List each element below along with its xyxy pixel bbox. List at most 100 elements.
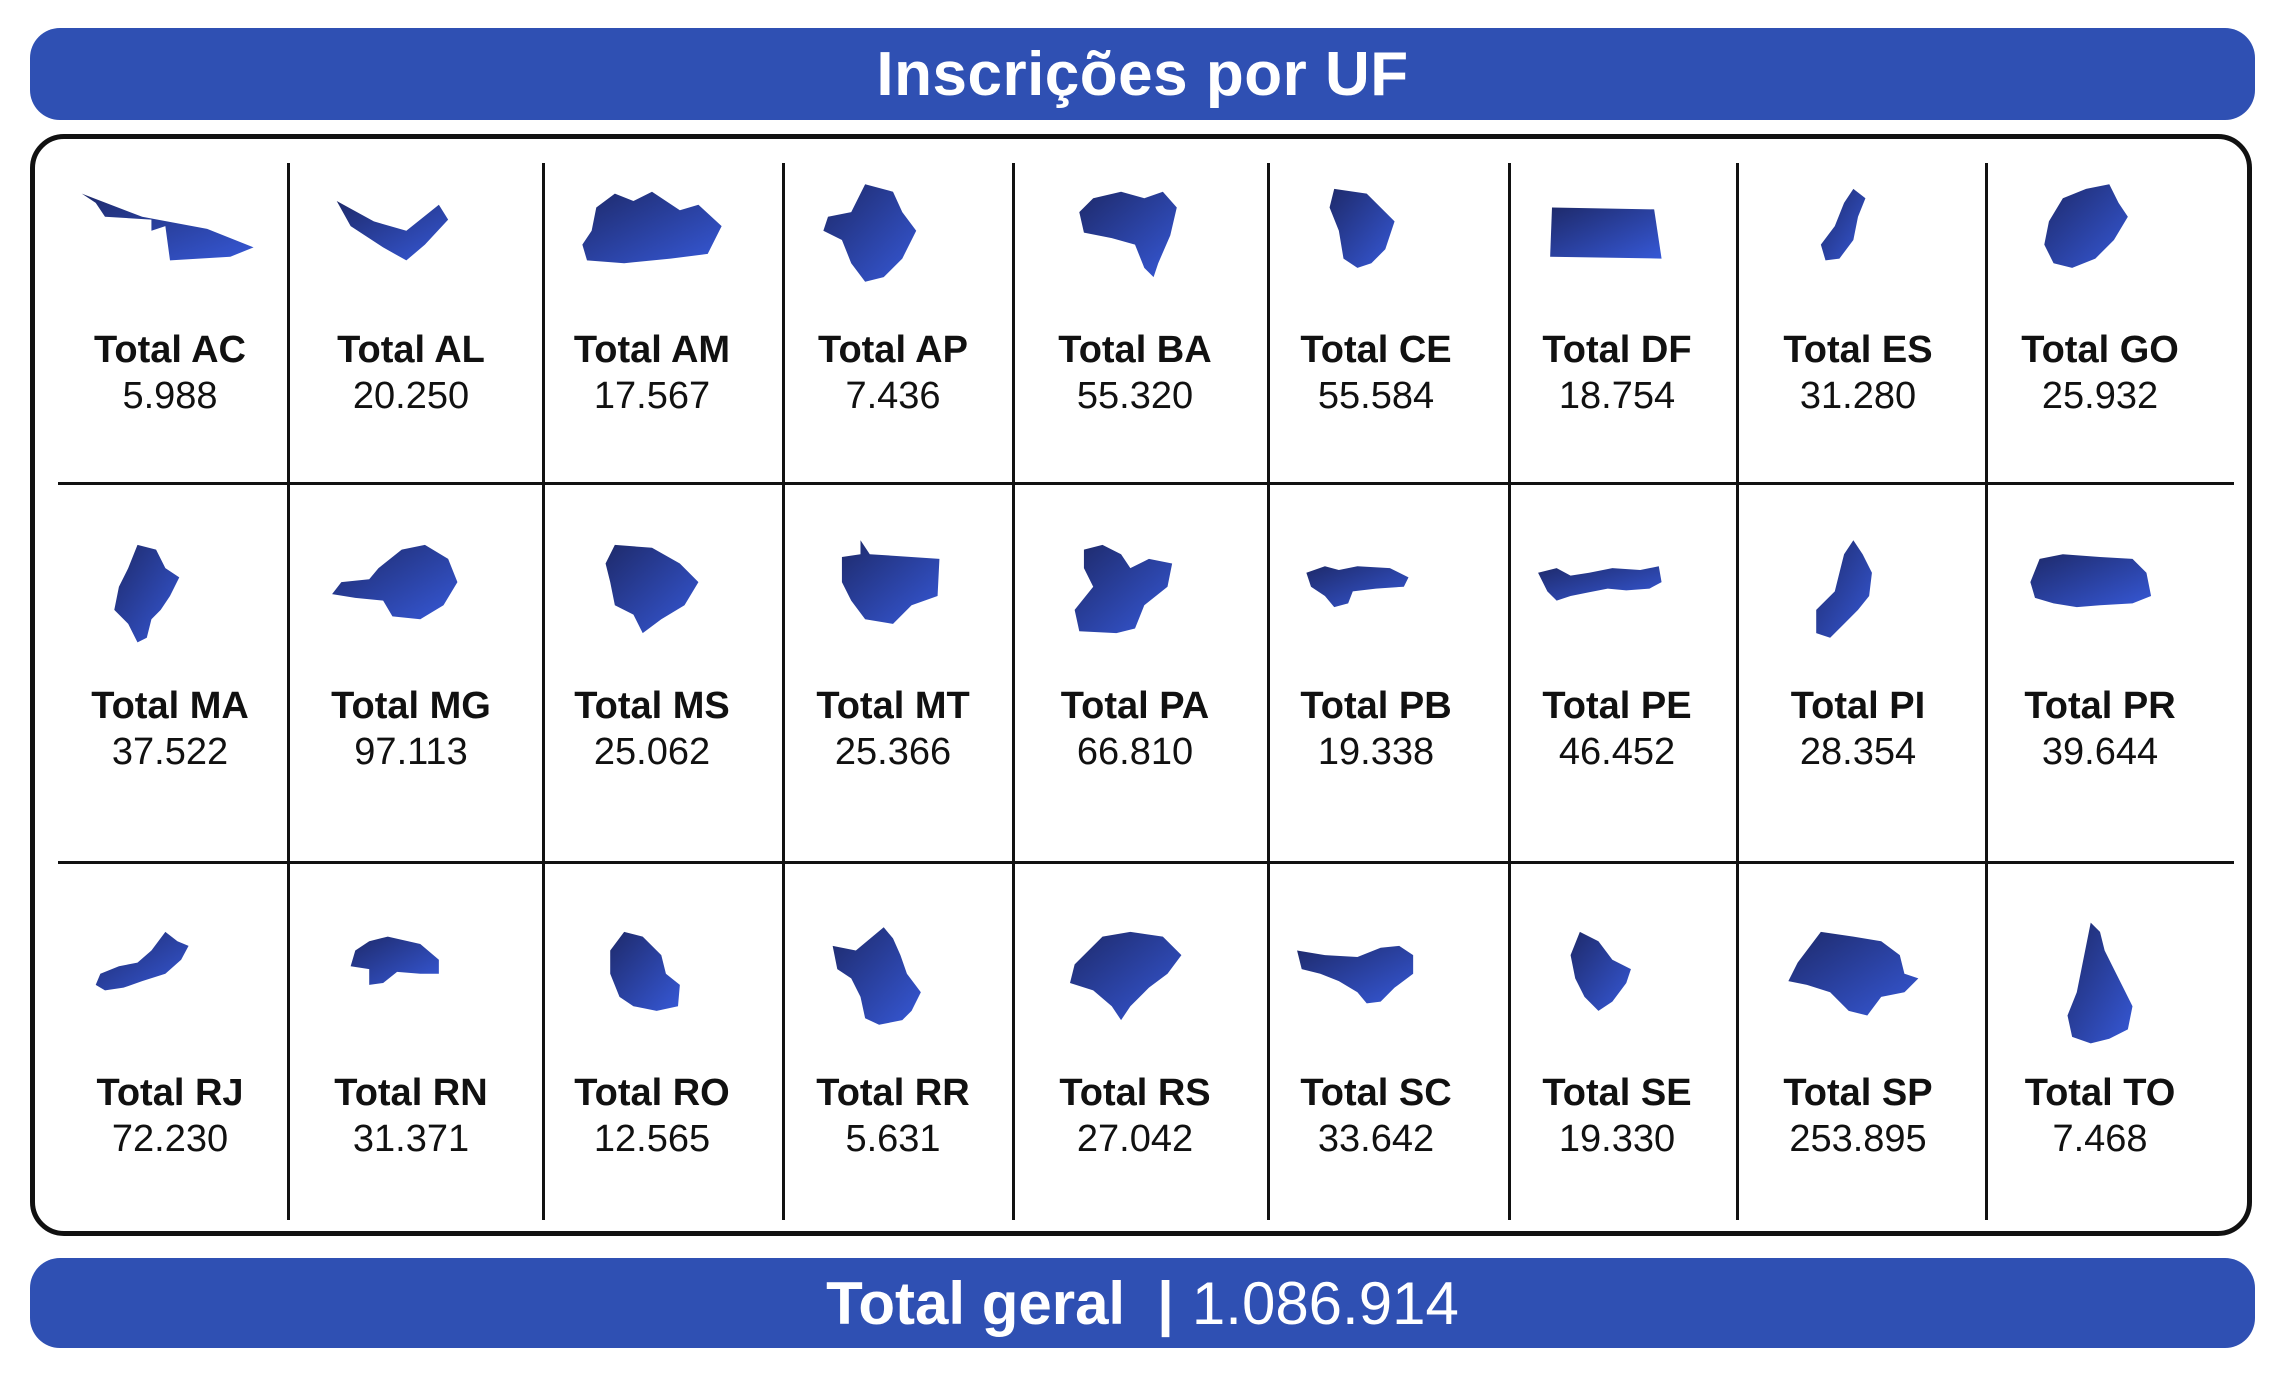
state-value: 20.250 [352,375,470,417]
state-cell: Total RR 5.631 [773,918,1013,1162]
pernambuco-map-icon [1538,566,1662,601]
state-value: 5.631 [845,1118,941,1160]
goias-map-icon-shape [2044,184,2128,268]
state-label: Total PR [2024,685,2176,727]
column-divider [1012,484,1015,863]
column-divider [287,863,290,1220]
paraiba-map-icon [1306,566,1409,608]
mato-grosso-do-sul-map-icon-shape [605,544,699,634]
rio-grande-do-norte-map-icon-shape [350,936,439,985]
state-label: Total PB [1300,685,1452,727]
states-grid [30,134,2252,1236]
state-value: 37.522 [111,731,229,773]
state-cell: Total TO 7.468 [1980,918,2220,1162]
bahia-map-icon [1079,191,1177,278]
total-separator: | [1157,1269,1174,1337]
state-label: Total RO [574,1072,730,1114]
column-divider [1736,163,1739,484]
row-divider [58,482,2234,485]
state-cell: Total RO 12.565 [532,918,772,1162]
column-divider [1985,863,1988,1220]
state-value: 7.436 [845,375,941,417]
page-title: Inscrições por UF [876,39,1409,109]
distrito-federal-map-icon-shape [1550,207,1662,259]
column-divider [1736,484,1739,863]
sao-paulo-map-icon [1788,931,1919,1016]
state-cell: Total AP 7.436 [773,175,1013,419]
state-label: Total SE [1542,1072,1692,1114]
para-map-icon [1074,544,1173,634]
state-label: Total AM [573,329,731,371]
amazonas-map-icon-shape [582,191,722,264]
state-value: 55.584 [1317,375,1435,417]
state-value: 17.567 [593,375,711,417]
tocantins-map-icon [2067,922,2133,1044]
column-divider [1267,863,1270,1220]
column-divider [782,484,785,863]
state-cell: Total GO 25.932 [1980,175,2220,419]
state-label: Total GO [2021,329,2179,371]
state-value: 31.371 [352,1118,470,1160]
column-divider [1012,163,1015,484]
espirito-santo-map-icon-shape [1820,188,1866,261]
maranhao-map-icon-shape [114,544,180,643]
piaui-map-icon-shape [1816,540,1872,638]
pernambuco-map-icon-shape [1538,566,1662,601]
acre-map-icon-shape [81,193,254,261]
state-label: Total AC [94,329,246,371]
state-cell: Total PI 28.354 [1738,531,1978,775]
state-label: Total MS [574,685,730,727]
state-label: Total CE [1300,329,1452,371]
piaui-map-icon [1816,540,1872,638]
total-banner: Total geral | 1.086.914 [30,1258,2255,1348]
rio-de-janeiro-map-icon-shape [95,931,189,991]
sao-paulo-map-icon-shape [1788,931,1919,1016]
maranhao-map-icon [114,544,180,643]
state-cell: Total PR 39.644 [1980,531,2220,775]
state-value: 33.642 [1317,1118,1435,1160]
state-value: 55.320 [1076,375,1194,417]
state-cell: Total MT 25.366 [773,531,1013,775]
column-divider [1508,484,1511,863]
rondonia-map-icon [610,931,680,1011]
state-value: 253.895 [1789,1118,1927,1160]
state-label: Total MT [816,685,970,727]
tocantins-map-icon-shape [2067,922,2133,1044]
rio-de-janeiro-map-icon [95,931,189,991]
alagoas-map-icon-shape [336,201,449,261]
rio-grande-do-sul-map-icon-shape [1070,931,1182,1021]
state-cell: Total BA 55.320 [1015,175,1255,419]
state-cell: Total AM 17.567 [532,175,772,419]
state-value: 31.280 [1799,375,1917,417]
state-value: 27.042 [1076,1118,1194,1160]
column-divider [1985,163,1988,484]
distrito-federal-map-icon [1550,207,1662,259]
column-divider [782,863,785,1220]
total-label: Total geral [826,1269,1126,1337]
column-divider [542,863,545,1220]
state-cell: Total RN 31.371 [291,918,531,1162]
title-banner: Inscrições por UF [30,28,2255,120]
state-cell: Total MA 37.522 [50,531,290,775]
roraima-map-icon-shape [832,927,921,1025]
rio-grande-do-sul-map-icon [1070,931,1182,1021]
column-divider [287,484,290,863]
paraiba-map-icon-shape [1306,566,1409,608]
state-label: Total RJ [96,1072,244,1114]
state-value: 25.932 [2041,375,2159,417]
state-value: 7.468 [2052,1118,2148,1160]
state-cell: Total DF 18.754 [1497,175,1737,419]
state-value: 39.644 [2041,731,2159,773]
column-divider [287,163,290,484]
state-label: Total MG [331,685,491,727]
alagoas-map-icon [336,201,449,261]
state-label: Total AL [337,329,485,371]
sergipe-map-icon-shape [1570,931,1631,1011]
goias-map-icon [2044,184,2128,268]
rondonia-map-icon-shape [610,931,680,1011]
mato-grosso-do-sul-map-icon [605,544,699,634]
state-cell: Total PB 19.338 [1256,531,1496,775]
roraima-map-icon [832,927,921,1025]
state-cell: Total ES 31.280 [1738,175,1978,419]
state-label: Total ES [1783,329,1933,371]
